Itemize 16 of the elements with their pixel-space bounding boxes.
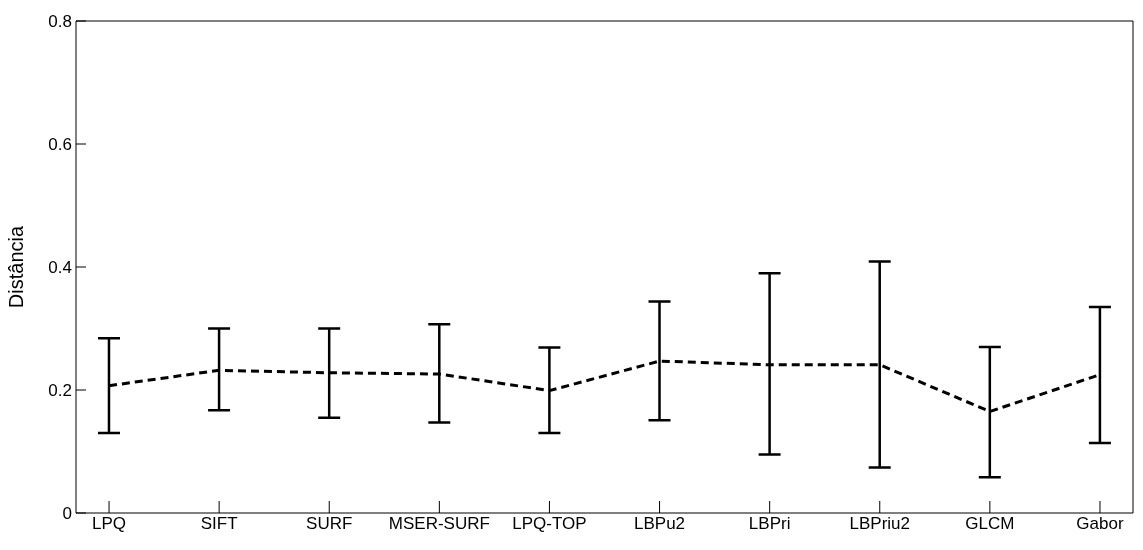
y-tick-label: 0.6 [48, 135, 72, 155]
x-tick-label: GLCM [965, 514, 1015, 534]
x-tick-label: LPQ-TOP [512, 514, 587, 534]
x-tick-label: MSER-SURF [388, 514, 490, 534]
y-tick-label: 0.2 [48, 381, 72, 401]
x-tick-label: LBPu2 [634, 514, 686, 534]
x-tick-label: SURF [306, 514, 353, 534]
x-tick-label: LBPriu2 [849, 514, 910, 534]
x-tick-label: SIFT [200, 514, 238, 534]
x-tick-label: LPQ [92, 514, 127, 534]
x-tick-label: Gabor [1076, 514, 1124, 534]
y-tick-label: 0.8 [48, 12, 72, 32]
x-tick-label: LBPri [748, 514, 791, 534]
y-tick-label: 0 [62, 504, 72, 524]
y-tick-label: 0.4 [48, 258, 72, 278]
y-axis-title: Distância [5, 225, 28, 309]
